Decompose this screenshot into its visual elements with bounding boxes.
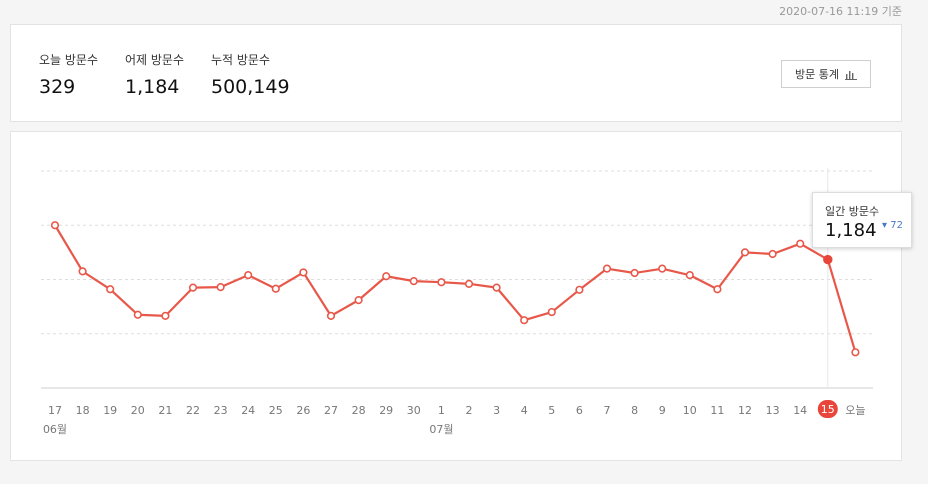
timestamp-label: 2020-07-16 11:19 기준 xyxy=(779,5,902,18)
data-point xyxy=(685,271,694,280)
data-point xyxy=(50,221,60,230)
series-line xyxy=(54,224,857,353)
x-tick-label: 26 xyxy=(296,404,310,417)
x-tick-label: 4 xyxy=(521,404,528,417)
x-tick-label: 12 xyxy=(738,404,752,417)
data-point xyxy=(161,311,170,320)
x-tick-label: 21 xyxy=(158,404,172,417)
yesterday-stat: 어제 방문수 1,184 xyxy=(125,51,184,98)
today-label: 오늘 방문수 xyxy=(39,53,99,67)
x-tick-label: 29 xyxy=(379,404,393,417)
x-tick-label: 오늘 xyxy=(845,404,865,417)
data-point xyxy=(188,283,198,292)
x-tick-label: 1 xyxy=(438,404,445,417)
x-tick-label: 7 xyxy=(604,404,611,417)
bar-chart-icon xyxy=(844,70,857,80)
x-tick-label-highlighted: 15 xyxy=(821,403,835,416)
data-point xyxy=(409,277,418,286)
x-tick-label: 9 xyxy=(659,404,666,417)
x-tick-label: 23 xyxy=(214,404,228,417)
visit-stats-button[interactable]: 방문 통계 xyxy=(781,60,871,88)
data-point xyxy=(244,271,253,280)
x-tick-label: 27 xyxy=(324,404,338,417)
data-point xyxy=(575,285,584,294)
down-arrow-icon: ▾ xyxy=(882,220,888,231)
yesterday-value: 1,184 xyxy=(125,76,180,98)
x-tick-label: 6 xyxy=(576,404,583,417)
total-label: 누적 방문수 xyxy=(211,53,271,67)
tooltip-label: 일간 방문수 xyxy=(825,205,880,218)
x-tick-label: 17 xyxy=(48,404,62,417)
tooltip-delta: ▾ 72 xyxy=(882,220,903,231)
data-point xyxy=(740,248,750,257)
data-point xyxy=(630,268,639,278)
data-point xyxy=(78,267,87,276)
x-tick-label: 19 xyxy=(103,404,117,417)
today-value: 329 xyxy=(39,76,76,98)
data-point xyxy=(354,296,363,305)
today-stat: 오늘 방문수 329 xyxy=(39,51,98,98)
data-point xyxy=(133,310,142,319)
x-tick-label: 30 xyxy=(407,404,421,417)
data-point xyxy=(602,264,612,273)
data-point xyxy=(464,279,474,288)
daily-visits-chart-card: 17 18 19 20 21 22 23 24 25 26 27 28 29 30 1 2 3 4 5 6 7 8 9 10 1… xyxy=(10,131,912,461)
x-tick-label: 5 xyxy=(548,404,555,417)
daily-visits-chart: 17 18 19 20 21 22 23 24 25 26 27 28 29 30 1 2 3 4 5 6 7 8 9 10 1… xyxy=(41,168,873,436)
tooltip-value: 1,184 xyxy=(825,220,877,241)
x-tick-label: 10 xyxy=(683,404,697,417)
data-point xyxy=(271,284,280,293)
x-tick-label: 8 xyxy=(631,404,638,417)
data-point xyxy=(520,316,529,325)
month-label: 06월 xyxy=(43,423,67,436)
x-tick-label: 2 xyxy=(466,404,473,417)
month-label: 07월 xyxy=(429,423,453,436)
x-tick-label: 28 xyxy=(352,404,366,417)
highlight-day-badge xyxy=(817,400,838,418)
data-point xyxy=(216,282,225,292)
x-tick-label: 11 xyxy=(710,404,724,417)
x-tick-label: 25 xyxy=(269,404,283,417)
data-point xyxy=(382,272,391,281)
total-value: 500,149 xyxy=(211,76,290,98)
data-point xyxy=(106,285,115,294)
data-point xyxy=(851,348,860,357)
yesterday-label: 어제 방문수 xyxy=(125,53,185,67)
total-stat: 누적 방문수 500,149 xyxy=(211,51,290,98)
x-tick-label: 20 xyxy=(131,404,145,417)
data-point xyxy=(768,249,777,259)
data-point xyxy=(658,264,667,273)
x-tick-label: 18 xyxy=(76,404,90,417)
x-tick-label: 14 xyxy=(793,404,807,417)
tooltip-delta-value: 72 xyxy=(890,220,903,231)
data-point xyxy=(299,268,308,277)
x-tick-label: 3 xyxy=(493,404,500,417)
visitor-stats-card: 오늘 방문수 329 어제 방문수 1,184 누적 방문수 500,149 방… xyxy=(10,24,902,122)
x-tick-label: 13 xyxy=(766,404,780,417)
data-point xyxy=(547,307,556,317)
data-point xyxy=(713,285,722,294)
x-tick-label: 24 xyxy=(241,404,255,417)
data-point xyxy=(437,278,446,287)
data-point xyxy=(796,239,805,248)
data-point xyxy=(326,311,336,320)
data-point-highlighted xyxy=(823,254,833,265)
visit-stats-button-label: 방문 통계 xyxy=(795,68,839,81)
data-point xyxy=(492,283,501,292)
x-tick-label: 22 xyxy=(186,404,200,417)
daily-visits-tooltip: 일간 방문수 1,184 ▾ 72 xyxy=(812,192,912,248)
